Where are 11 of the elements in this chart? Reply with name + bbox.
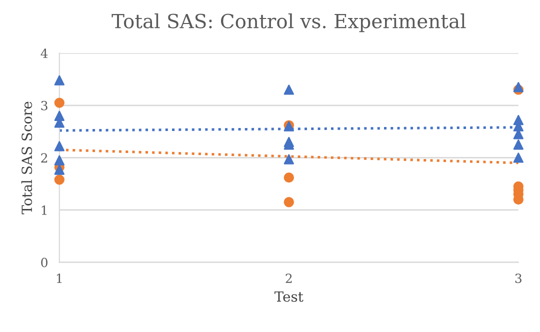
y-tick-label: 1 (42, 205, 47, 215)
y-tick-label: 2 (41, 153, 48, 162)
x-tick-label: 3 (515, 274, 522, 284)
y-axis-title: Total SAS Score (21, 102, 32, 214)
x-axis-title: Test (274, 291, 304, 302)
x-tick-label: 2 (286, 274, 292, 283)
y-tick-label: 4 (40, 48, 48, 58)
y-tick-label: 3 (41, 100, 48, 110)
y-tick-label: 0 (41, 258, 48, 268)
x-tick-label: 1 (56, 274, 62, 283)
chart-title: Total SAS: Control vs. Experimental (112, 13, 466, 32)
